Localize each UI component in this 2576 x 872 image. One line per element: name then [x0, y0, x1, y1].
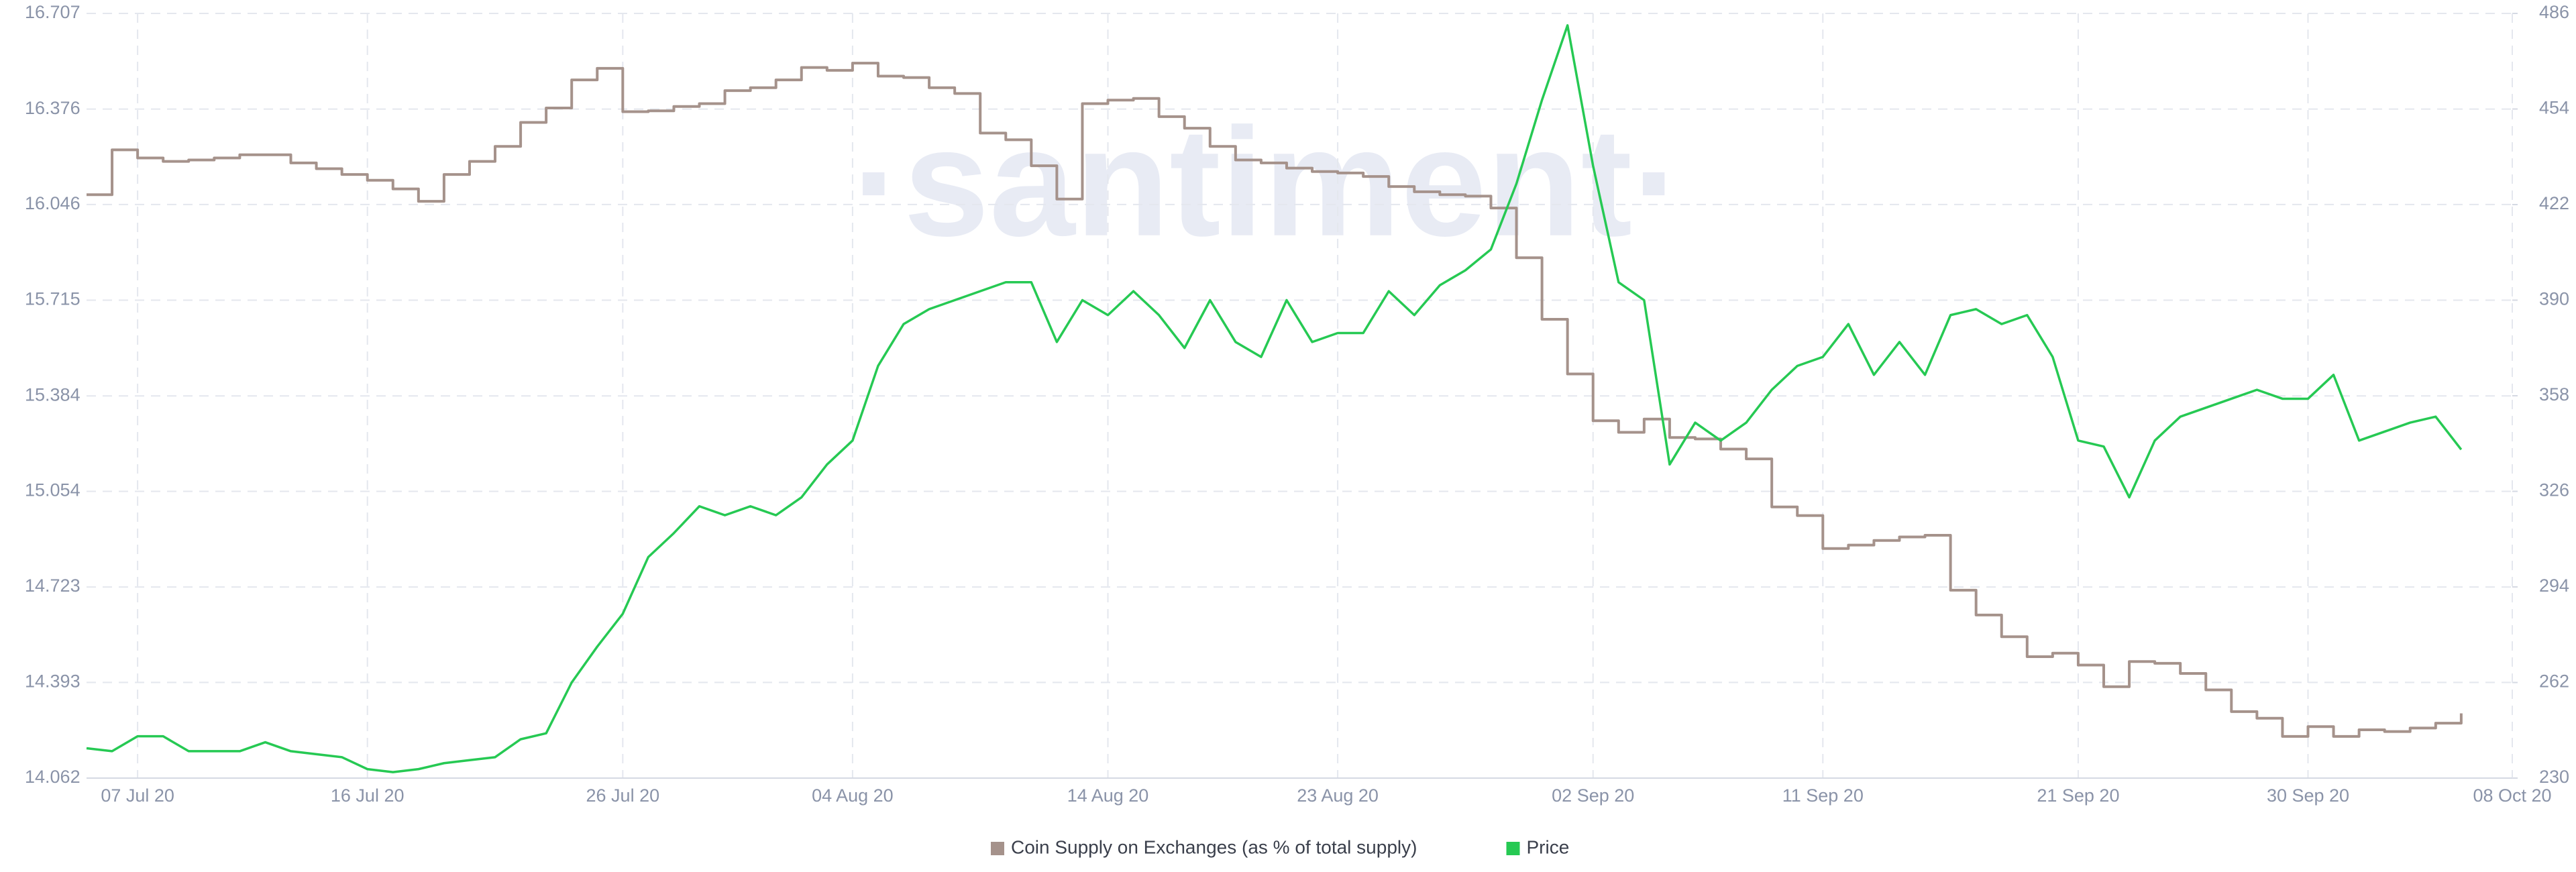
x-tick-label: 04 Aug 20: [812, 785, 894, 806]
legend-swatch: [1506, 842, 1520, 855]
x-tick-label: 21 Sep 20: [2037, 785, 2119, 806]
x-tick-label: 26 Jul 20: [586, 785, 660, 806]
y-tick-label: 16.376: [25, 98, 80, 118]
y-tick-label: 15.384: [25, 384, 80, 404]
y-tick-label: 14.393: [25, 671, 80, 691]
x-tick-label: 02 Sep 20: [1552, 785, 1634, 806]
y2-tick-label: 262: [2539, 671, 2569, 692]
y2-tick-label: 390: [2539, 289, 2569, 309]
series-line: [87, 62, 2463, 738]
x-tick-label: 23 Aug 20: [1297, 785, 1379, 806]
y2-tick-label: 358: [2539, 384, 2569, 404]
x-tick-label: 11 Sep 20: [1782, 785, 1864, 806]
x-tick-label: 07 Jul 20: [101, 785, 174, 806]
legend-label: Coin Supply on Exchanges (as % of total …: [1011, 836, 1417, 857]
y2-tick-label: 326: [2539, 480, 2569, 500]
y-tick-label: 15.715: [25, 289, 80, 309]
series-line: [86, 24, 2463, 773]
y2-tick-label: 454: [2539, 98, 2569, 118]
y-tick-label: 16.046: [25, 193, 80, 213]
x-tick-label: 16 Jul 20: [331, 785, 405, 806]
legend-swatch: [991, 842, 1004, 855]
y-tick-label: 15.054: [25, 480, 80, 500]
y-tick-label: 14.062: [25, 767, 80, 787]
legend-label: Price: [1527, 836, 1570, 857]
y2-tick-label: 294: [2539, 576, 2569, 596]
x-tick-label: 08 Oct 20: [2473, 785, 2551, 806]
x-tick-label: 14 Aug 20: [1067, 785, 1149, 806]
y2-tick-label: 230: [2539, 767, 2569, 787]
y2-tick-label: 422: [2539, 193, 2569, 213]
watermark: ·santiment·: [852, 96, 1684, 268]
y-tick-label: 14.723: [25, 576, 80, 596]
y2-tick-label: 486: [2539, 2, 2569, 22]
y-tick-label: 16.707: [25, 2, 80, 22]
x-tick-label: 30 Sep 20: [2267, 785, 2349, 806]
